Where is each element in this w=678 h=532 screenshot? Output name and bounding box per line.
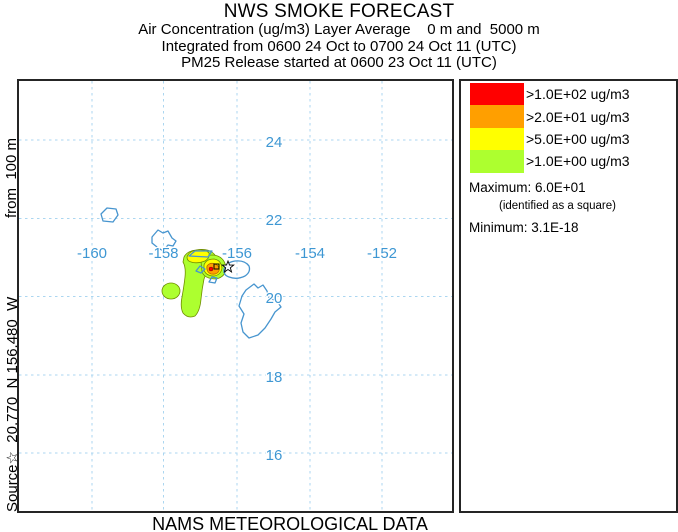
lat-tick-20: 20 [266, 290, 283, 307]
plume-extreme [208, 266, 214, 272]
legend-label: >2.0E+01 ug/m3 [526, 108, 630, 125]
longitude-tick-labels: -160 -158 -156 -154 -152 [76, 244, 399, 264]
subtitle-release-start: PM25 Release started at 0600 23 Oct 11 (… [181, 54, 497, 71]
plume-low-detached [161, 282, 181, 300]
latitude-gridlines [19, 139, 452, 454]
minimum-value: Minimum: 3.1E-18 [469, 219, 579, 235]
legend-label: >1.0E+02 ug/m3 [526, 86, 630, 103]
maximum-value: Maximum: 6.0E+01 [469, 179, 586, 195]
page-title: NWS SMOKE FORECAST [223, 1, 455, 22]
lon-tick-152: -152 [367, 245, 397, 262]
island-lanai [195, 265, 206, 274]
island-oahu [151, 229, 177, 252]
island-hawaii [238, 283, 282, 339]
lat-tick-18: 18 [266, 369, 283, 386]
lon-tick-154: -154 [295, 245, 325, 262]
island-maui [223, 260, 251, 279]
map-panel: 24 22 20 18 16 -160 -158 -156 -154 -152 [17, 79, 454, 513]
forecast-map: 24 22 20 18 16 -160 -158 -156 -154 -152 [19, 81, 452, 511]
subtitle-integration-period: Integrated from 0600 24 Oct to 0700 24 O… [161, 38, 517, 55]
lat-tick-22: 22 [266, 212, 283, 229]
legend-swatch-red [470, 83, 524, 106]
maximum-note: (identified as a square) [499, 199, 616, 212]
source-star-marker [221, 259, 235, 273]
lon-tick-160: -160 [77, 245, 107, 262]
legend-swatch-greenyellow [470, 150, 524, 173]
lon-tick-158: -158 [148, 245, 178, 262]
lon-tick-156: -156 [222, 245, 252, 262]
legend-panel: >1.0E+02 ug/m3 >2.0E+01 ug/m3 >5.0E+00 u… [459, 79, 678, 513]
lat-tick-16: 16 [266, 447, 283, 464]
lat-tick-24: 24 [266, 134, 283, 151]
legend-row: >1.0E+02 ug/m3 [461, 83, 676, 106]
meteorological-data-label: NAMS METEOROLOGICAL DATA [152, 514, 428, 532]
legend-swatch-orange [470, 105, 524, 128]
latitude-tick-labels: 24 22 20 18 16 [264, 133, 283, 466]
maximum-square-marker [213, 263, 220, 270]
island-molokai [188, 250, 213, 258]
legend-rows: >1.0E+02 ug/m3 >2.0E+01 ug/m3 >5.0E+00 u… [461, 83, 676, 173]
legend-label: >1.0E+00 ug/m3 [526, 153, 630, 170]
legend-swatch-yellow [470, 127, 524, 151]
subtitle-layer-average: Air Concentration (ug/m3) Layer Average … [138, 21, 540, 38]
island-coastlines [100, 207, 282, 339]
legend-row: >2.0E+01 ug/m3 [461, 105, 676, 128]
legend-label: >5.0E+00 ug/m3 [526, 130, 630, 147]
island-kahoolawe [208, 276, 218, 284]
island-kauai [100, 207, 119, 223]
legend-row: >5.0E+00 ug/m3 [461, 127, 676, 151]
legend-row: >1.0E+00 ug/m3 [461, 150, 676, 173]
